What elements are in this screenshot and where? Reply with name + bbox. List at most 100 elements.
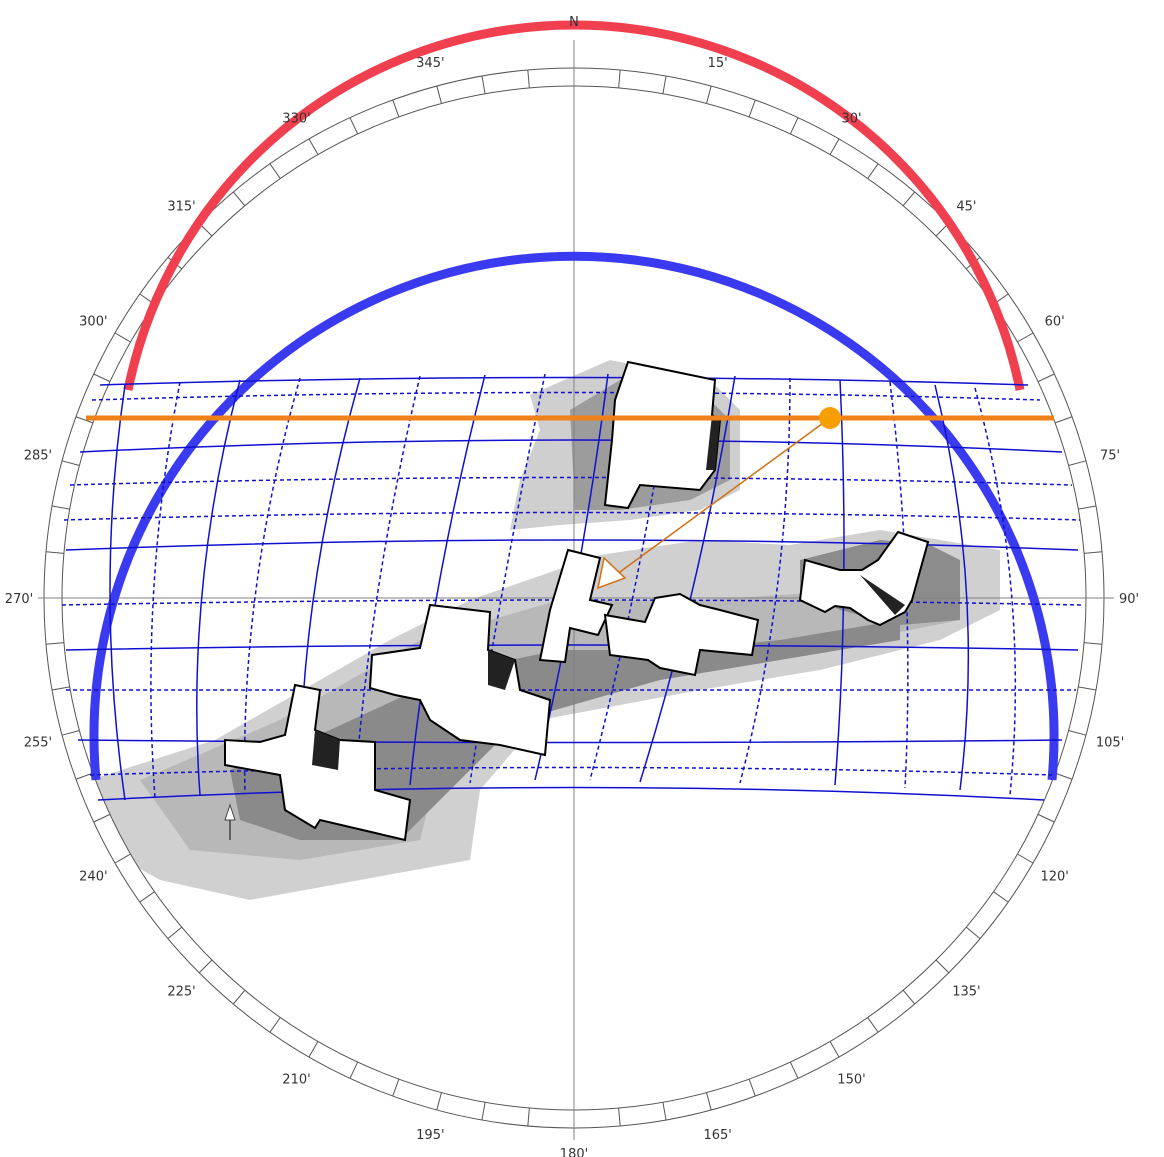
azimuth-tick: [349, 117, 359, 135]
azimuth-tick: [392, 99, 400, 118]
azimuth-tick: [232, 989, 246, 1005]
hour-curve-dashed: [469, 373, 546, 784]
azimuth-tick: [935, 959, 950, 974]
compass-label-330: 330': [282, 111, 310, 126]
azimuth-tick: [349, 1061, 359, 1079]
azimuth-tick: [308, 1041, 319, 1058]
compass-label-90: 90': [1119, 592, 1139, 607]
date-curve-dashed: [63, 511, 1081, 521]
compass-label-180: 180': [560, 1147, 588, 1157]
date-curve: [77, 739, 1063, 744]
hour-curve-dashed: [974, 387, 1017, 796]
azimuth-tick: [308, 138, 319, 155]
date-curve-dashed: [91, 391, 1041, 401]
azimuth-tick: [114, 332, 131, 343]
compass-label-135: 135': [952, 984, 980, 999]
azimuth-tick: [618, 69, 621, 88]
compass-label-315: 315': [167, 200, 195, 215]
hour-curve-dashed: [739, 377, 791, 784]
azimuth-tick: [1054, 772, 1073, 780]
azimuth-tick: [51, 686, 70, 691]
azimuth-tick: [867, 163, 879, 179]
azimuth-tick: [1084, 551, 1103, 554]
azimuth-tick: [1084, 642, 1103, 645]
building-shadows: [70, 360, 1000, 900]
azimuth-tick: [392, 1078, 400, 1097]
building: [603, 592, 760, 677]
azimuth-tick: [269, 163, 281, 179]
hour-curve: [639, 375, 736, 783]
azimuth-tick: [232, 191, 246, 207]
sun-direction-arrowhead: [597, 556, 627, 590]
date-curve-dashed: [89, 766, 1053, 776]
building-edge: [860, 575, 905, 615]
azimuth-tick: [662, 1102, 667, 1121]
hour-curve-dashed: [354, 375, 421, 789]
compass-label-195: 195': [416, 1128, 444, 1143]
compass-label-165: 165': [703, 1128, 731, 1143]
compass-label-30: 30': [841, 111, 861, 126]
azimuth-tick: [1037, 373, 1055, 383]
azimuth-tick: [902, 191, 916, 207]
azimuth-ticks: [44, 68, 1104, 1128]
azimuth-tick: [748, 1078, 756, 1097]
azimuth-tick: [436, 1092, 442, 1111]
hour-curve: [109, 384, 126, 801]
shadow-region: [230, 620, 900, 840]
azimuth-tick: [706, 85, 712, 104]
date-curve: [65, 539, 1079, 551]
azimuth-tick: [527, 69, 530, 88]
azimuth-tick: [993, 891, 1009, 903]
azimuth-tick: [51, 505, 70, 510]
azimuth-tick: [829, 1041, 840, 1058]
azimuth-tick: [1078, 505, 1097, 510]
azimuth-tick: [1017, 332, 1034, 343]
azimuth-tick: [965, 926, 981, 940]
north-arrow-icon: [224, 803, 236, 840]
compass-label-15: 15': [708, 56, 728, 71]
azimuth-tick: [139, 891, 155, 903]
azimuth-tick: [93, 373, 111, 383]
date-curve: [99, 376, 1029, 386]
azimuth-tick: [527, 1108, 530, 1127]
compass-label-255: 255': [24, 736, 52, 751]
azimuth-tick: [61, 460, 80, 466]
compass-label-150: 150': [837, 1073, 865, 1088]
azimuth-tick: [436, 85, 442, 104]
azimuth-tick: [481, 75, 486, 94]
current-day-path: [86, 407, 1054, 590]
azimuth-tick: [93, 813, 111, 823]
summer-sun-path: [89, 251, 1059, 781]
compass-label-225: 225': [167, 984, 195, 999]
north-label: N: [569, 15, 579, 30]
azimuth-tick: [45, 551, 64, 554]
building: [538, 548, 614, 664]
compass-labels: 15' 30' 45' 60' 75' 90' 105' 120' 135' 150' 165' 18…: [5, 56, 1139, 1157]
hour-curve: [409, 374, 486, 786]
hour-curve: [196, 379, 241, 796]
compass-label-285: 285': [24, 448, 52, 463]
sun-direction-line: [597, 417, 831, 589]
azimuth-tick: [1017, 853, 1034, 864]
compass-label-75: 75': [1100, 448, 1120, 463]
hour-curve: [934, 384, 970, 791]
building-edge: [312, 730, 340, 770]
building: [603, 360, 722, 510]
azimuth-tick: [902, 989, 916, 1005]
azimuth-tick: [1078, 686, 1097, 691]
compass-label-210: 210': [282, 1073, 310, 1088]
azimuth-tick: [61, 730, 80, 736]
hour-curve-dashed: [243, 377, 301, 794]
azimuth-tick: [1068, 460, 1087, 466]
azimuth-tick: [1054, 416, 1073, 424]
building-edge: [706, 415, 720, 470]
compass-label-105: 105': [1096, 736, 1124, 751]
azimuth-tick: [706, 1092, 712, 1111]
azimuth-tick: [789, 1061, 799, 1079]
date-curve: [65, 644, 1079, 651]
compass-label-120: 120': [1040, 870, 1068, 885]
building-edge: [488, 650, 515, 690]
azimuth-tick: [198, 959, 213, 974]
date-curve: [97, 786, 1045, 801]
